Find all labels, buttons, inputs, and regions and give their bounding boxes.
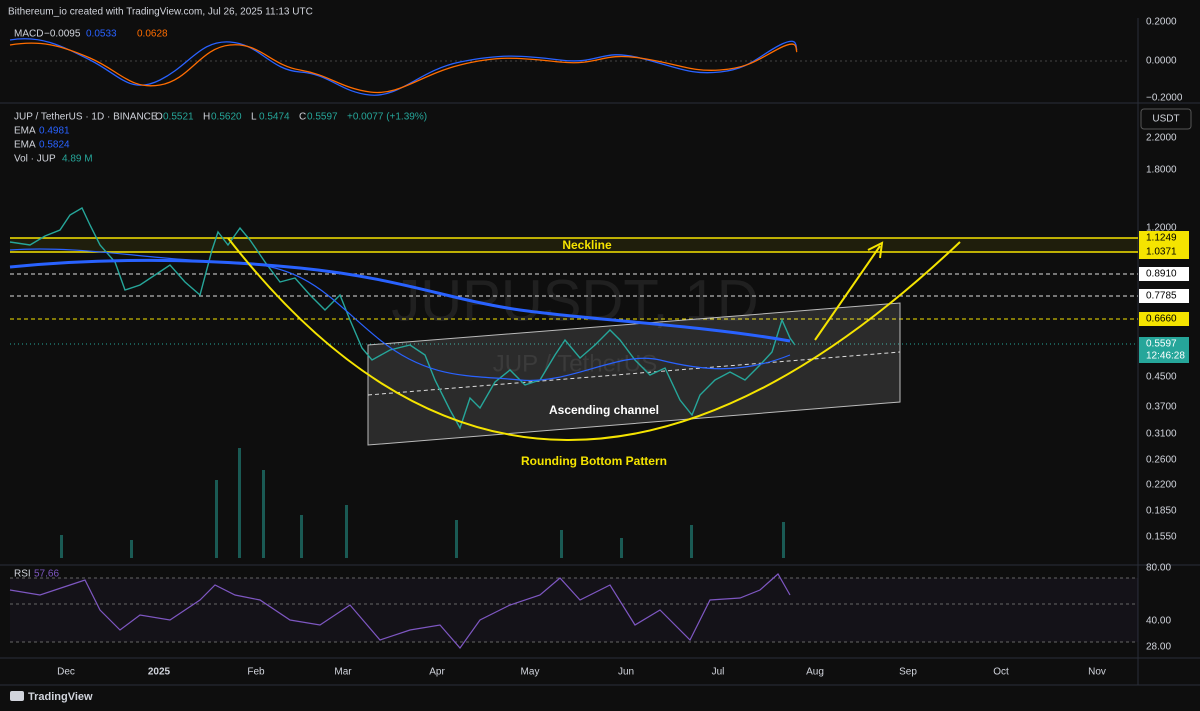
change: +0.0077 (+1.39%) [347,112,427,123]
breakout-arrow [814,245,881,341]
level-tag [1139,267,1189,281]
annotation-channel: Ascending channel [549,403,659,417]
price-axis-label: 0.3700 [1146,402,1177,413]
macd-label: MACD [14,29,43,40]
macd-axis-label: 0.2000 [1146,17,1177,28]
time-axis-label: May [521,667,540,678]
price-line [9,207,796,430]
rsi-axis-label: 80.00 [1146,563,1171,574]
symbol: JUP / TetherUS · 1D · BINANCE [14,112,158,123]
price-axis-label: 2.2000 [1146,133,1177,144]
levels [10,237,1138,345]
time-axis-label: Jun [618,667,634,678]
rsi-value: 57.66 [34,569,59,580]
logo [10,691,24,701]
ohlc-value: 0.5597 [307,112,338,123]
price-axis-label: 1.8000 [1146,165,1177,176]
annotation-pattern: Rounding Bottom Pattern [521,454,667,468]
time-axis-label: Dec [57,667,75,678]
macd-value: −0.0095 [44,29,81,40]
level-tag [1139,231,1189,245]
rsi-plot [9,573,1138,649]
indicator-value: 4.89 M [62,154,93,165]
ohlc-key: O [155,112,163,123]
level-tag [1139,312,1189,326]
time-axis-label: Sep [899,667,917,678]
price-axis-label: 1.2000 [1146,223,1177,234]
macd-plot [9,38,1130,96]
macd-value: 0.0628 [137,29,168,40]
ema-fast [9,248,791,382]
ema-slow [9,258,791,343]
price-plot [9,207,796,430]
rsi-axis-label: 40.00 [1146,616,1171,627]
indicator-name: Vol · JUP [14,154,56,165]
ohlc-value: 0.5521 [163,112,194,123]
ohlc-key: H [203,112,210,123]
rounding-bottom [227,237,961,441]
currency-box [1140,108,1192,130]
signal-line [9,42,798,94]
rsi-axis-label: 28.00 [1146,642,1171,653]
ohlc-key: L [251,112,257,123]
indicator-name: EMA [14,140,36,151]
ohlc-value: 0.5620 [211,112,242,123]
rsi-label: RSI [14,569,31,580]
indicator-name: EMA [14,126,36,137]
time-axis-label: Aug [806,667,824,678]
price-axis-label: 0.3100 [1146,429,1177,440]
level-tag [1139,245,1189,259]
level-label: 0.6660 [1146,314,1177,325]
level-label: 0.8910 [1146,269,1177,280]
header: Bithereum_io created with TradingView.co… [8,7,313,18]
price-axis-label: 0.2600 [1146,455,1177,466]
currency: USDT [1152,114,1179,125]
watermark-symbol: JUPUSDT, 1D [391,268,758,333]
macd-axis-label: −0.2000 [1146,93,1183,104]
macd-axis-label: 0.0000 [1146,56,1177,67]
arrow-head [867,241,884,259]
level-label: 1.1249 [1146,233,1177,244]
time-axis-label: 2025 [148,667,171,678]
neckline-zone [10,238,1138,252]
time-axis-label: Jul [712,667,725,678]
time-axis-label: Apr [429,667,445,678]
ohlc-value: 0.5474 [259,112,290,123]
last-price-tag [1139,337,1189,363]
last-price: 0.5597 [1146,339,1177,350]
volume [60,448,785,558]
time-axis-label: Oct [993,667,1009,678]
level-label: 1.0371 [1146,247,1177,258]
indicator-value: 0.4981 [39,126,70,137]
ohlc-key: C [299,112,306,123]
price-axis-label: 0.4500 [1146,372,1177,383]
time-axis-label: Nov [1088,667,1106,678]
level-tag [1139,289,1189,303]
price-axis-label: 0.1850 [1146,506,1177,517]
price-axis-label: 0.2200 [1146,480,1177,491]
footer-brand: TradingView [28,691,93,703]
indicator-value: 0.5824 [39,140,70,151]
price-axis-label: 0.1550 [1146,532,1177,543]
annotation-neckline: Neckline [562,238,612,252]
time-axis-label: Feb [247,667,265,678]
level-label: 0.7785 [1146,291,1177,302]
countdown: 12:46:28 [1146,351,1185,362]
time-axis-label: Mar [334,667,352,678]
macd-value: 0.0533 [86,29,117,40]
